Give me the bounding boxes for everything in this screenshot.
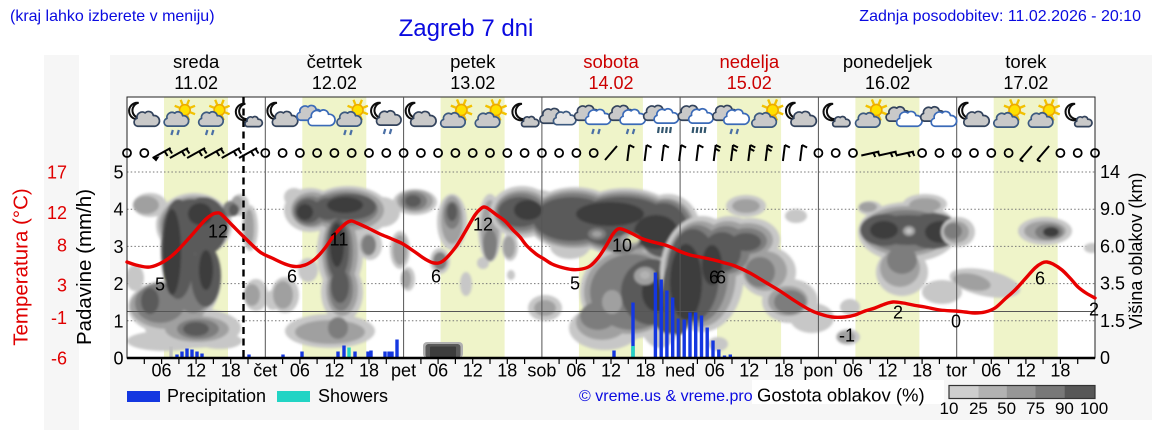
svg-text:2: 2 xyxy=(893,303,903,323)
svg-text:12: 12 xyxy=(186,361,206,381)
svg-text:9.0: 9.0 xyxy=(1100,199,1125,219)
svg-text:12: 12 xyxy=(1016,361,1036,381)
svg-text:torek: torek xyxy=(1005,51,1047,72)
svg-text:18: 18 xyxy=(774,361,794,381)
svg-text:06: 06 xyxy=(152,361,172,381)
svg-text:06: 06 xyxy=(843,361,863,381)
svg-text:13.02: 13.02 xyxy=(450,73,495,93)
svg-text:3: 3 xyxy=(57,276,67,296)
svg-text:18: 18 xyxy=(636,361,656,381)
svg-text:(kraj lahko izberete v meniju): (kraj lahko izberete v meniju) xyxy=(10,8,215,25)
svg-text:5: 5 xyxy=(155,275,165,295)
svg-text:1.5: 1.5 xyxy=(1100,311,1125,331)
svg-text:06: 06 xyxy=(566,361,586,381)
svg-text:50: 50 xyxy=(997,399,1016,418)
svg-text:12: 12 xyxy=(463,361,483,381)
svg-text:17.02: 17.02 xyxy=(1003,73,1048,93)
svg-text:17: 17 xyxy=(47,163,67,183)
svg-text:12: 12 xyxy=(878,361,898,381)
svg-text:-1: -1 xyxy=(839,326,855,346)
svg-text:Precipitation: Precipitation xyxy=(167,386,266,406)
svg-text:12: 12 xyxy=(208,222,228,242)
svg-text:12: 12 xyxy=(739,361,759,381)
svg-text:90: 90 xyxy=(1055,399,1074,418)
svg-text:pet: pet xyxy=(391,361,416,381)
svg-text:3: 3 xyxy=(113,237,123,257)
svg-text:Zadnja posodobitev: 11.02.2026: Zadnja posodobitev: 11.02.2026 - 20:10 xyxy=(859,8,1141,25)
svg-text:Showers: Showers xyxy=(318,386,388,406)
svg-text:12: 12 xyxy=(324,361,344,381)
svg-text:ponedeljek: ponedeljek xyxy=(843,51,933,72)
svg-text:18: 18 xyxy=(912,361,932,381)
svg-text:12.02: 12.02 xyxy=(312,73,357,93)
svg-text:12: 12 xyxy=(601,361,621,381)
svg-text:sreda: sreda xyxy=(173,51,220,72)
svg-text:2: 2 xyxy=(113,274,123,294)
svg-text:06: 06 xyxy=(705,361,725,381)
svg-text:© vreme.us & vreme.pro: © vreme.us & vreme.pro xyxy=(579,388,753,405)
svg-text:25: 25 xyxy=(969,399,988,418)
svg-text:12: 12 xyxy=(473,215,493,235)
svg-text:sob: sob xyxy=(527,361,556,381)
svg-text:sobota: sobota xyxy=(583,51,639,72)
svg-text:6: 6 xyxy=(431,267,441,287)
svg-text:3.5: 3.5 xyxy=(1100,274,1125,294)
svg-text:14: 14 xyxy=(1100,162,1120,182)
svg-text:0: 0 xyxy=(1100,348,1110,368)
svg-text:10: 10 xyxy=(940,399,959,418)
svg-text:06: 06 xyxy=(981,361,1001,381)
svg-text:14.02: 14.02 xyxy=(588,73,633,93)
svg-text:-1: -1 xyxy=(51,308,67,328)
svg-text:ned: ned xyxy=(665,361,695,381)
svg-text:1: 1 xyxy=(113,311,123,331)
svg-text:18: 18 xyxy=(497,361,517,381)
svg-text:06: 06 xyxy=(290,361,310,381)
svg-text:-6: -6 xyxy=(51,349,67,369)
svg-text:100: 100 xyxy=(1080,399,1108,418)
svg-text:čet: čet xyxy=(253,361,277,381)
svg-text:10: 10 xyxy=(612,236,632,256)
svg-text:15.02: 15.02 xyxy=(727,73,772,93)
svg-text:Temperatura (°C): Temperatura (°C) xyxy=(10,188,33,345)
svg-text:4: 4 xyxy=(113,200,123,220)
svg-text:11: 11 xyxy=(330,230,349,250)
svg-text:18: 18 xyxy=(221,361,241,381)
svg-text:Gostota oblakov (%): Gostota oblakov (%) xyxy=(757,385,925,406)
svg-text:pon: pon xyxy=(803,361,833,381)
svg-text:06: 06 xyxy=(428,361,448,381)
svg-text:16.02: 16.02 xyxy=(865,73,910,93)
svg-text:nedelja: nedelja xyxy=(719,51,779,72)
svg-text:12: 12 xyxy=(47,203,67,223)
svg-text:Višina oblakov (km): Višina oblakov (km) xyxy=(1126,173,1146,330)
svg-text:0: 0 xyxy=(113,349,123,369)
svg-text:5: 5 xyxy=(570,274,580,294)
svg-text:četrtek: četrtek xyxy=(307,51,363,72)
svg-text:5: 5 xyxy=(113,163,123,183)
svg-text:petek: petek xyxy=(450,51,496,72)
svg-text:tor: tor xyxy=(946,361,967,381)
svg-text:0: 0 xyxy=(951,312,961,332)
svg-text:8: 8 xyxy=(57,235,67,255)
svg-text:18: 18 xyxy=(359,361,379,381)
svg-text:2: 2 xyxy=(1089,300,1099,320)
svg-text:Padavine (mm/h): Padavine (mm/h) xyxy=(73,189,96,345)
svg-text:6: 6 xyxy=(287,267,297,287)
svg-text:11.02: 11.02 xyxy=(174,73,218,93)
svg-text:75: 75 xyxy=(1026,399,1045,418)
svg-text:6.0: 6.0 xyxy=(1100,236,1125,256)
svg-text:18: 18 xyxy=(1050,361,1070,381)
svg-text:6: 6 xyxy=(1035,269,1045,289)
svg-text:Zagreb 7 dni: Zagreb 7 dni xyxy=(399,15,534,42)
